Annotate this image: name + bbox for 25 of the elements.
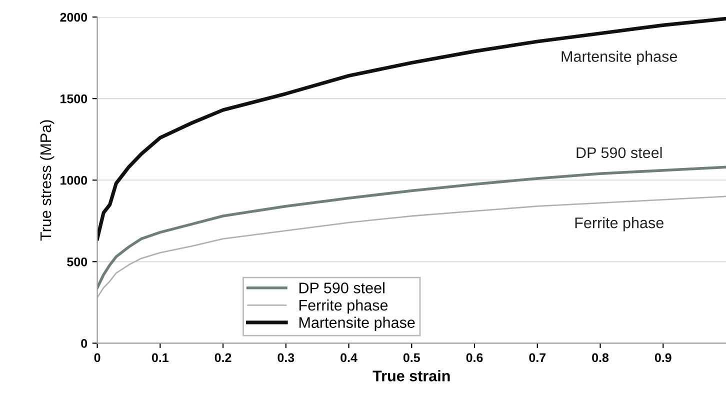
y-tick-label: 1500 — [60, 94, 88, 104]
annotation: DP 590 steel — [576, 146, 662, 158]
x-tick-label: 0.1 — [152, 353, 168, 362]
x-tick-label: 0.4 — [340, 353, 358, 362]
y-tick-label: 500 — [67, 257, 88, 266]
y-tick-label: 0 — [81, 339, 88, 348]
line-series — [97, 17, 726, 241]
y-axis-title: True stress (MPa) — [40, 120, 54, 241]
y-tick-label: 2000 — [60, 12, 88, 22]
x-tick-label: 0.7 — [529, 353, 546, 362]
x-tick-label: 0.6 — [466, 353, 483, 362]
x-axis-title: True strain — [372, 370, 450, 382]
x-tick-label: 0.8 — [592, 353, 609, 362]
line-series — [97, 196, 726, 298]
legend-label: Martensite phase — [299, 316, 415, 331]
legend-label: Ferrite phase — [299, 299, 388, 314]
x-tick-label: 0.5 — [403, 353, 420, 362]
y-tick-label: 1000 — [60, 176, 88, 185]
annotation: Ferrite phase — [575, 217, 664, 232]
annotation: Martensite phase — [562, 50, 678, 65]
x-tick-label: 0 — [94, 353, 100, 362]
legend-label: DP 590 steel — [299, 282, 384, 294]
x-tick-label: 0.2 — [214, 353, 232, 362]
x-tick-label: 0.3 — [278, 353, 294, 362]
x-tick-label: 0.9 — [654, 353, 672, 362]
